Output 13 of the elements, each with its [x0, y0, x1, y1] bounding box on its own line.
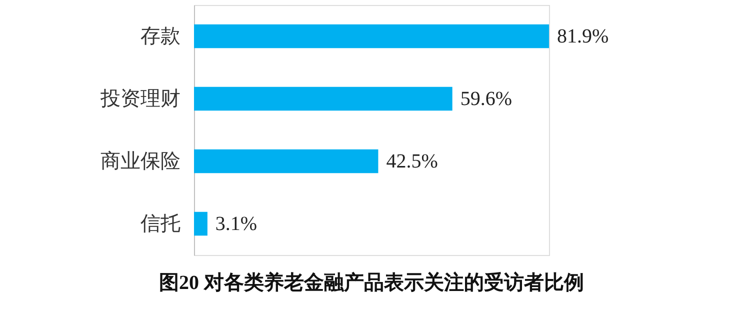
- y-tick-label: 商业保险: [100, 150, 180, 172]
- data-label: 81.9%: [557, 25, 609, 48]
- y-tick-label: 投资理财: [100, 88, 180, 110]
- data-label: 42.5%: [386, 150, 438, 172]
- bar: [194, 149, 378, 174]
- y-tick-label: 存款: [140, 25, 180, 48]
- bar: [194, 24, 549, 48]
- bar: [194, 86, 452, 111]
- text: 图20 对各类养老金融产品表示关注的受访者比例: [159, 271, 584, 294]
- bar: [194, 212, 208, 236]
- data-label: 59.6%: [460, 88, 512, 110]
- data-label: 3.1%: [215, 212, 258, 235]
- y-tick-label: 信托: [140, 212, 180, 235]
